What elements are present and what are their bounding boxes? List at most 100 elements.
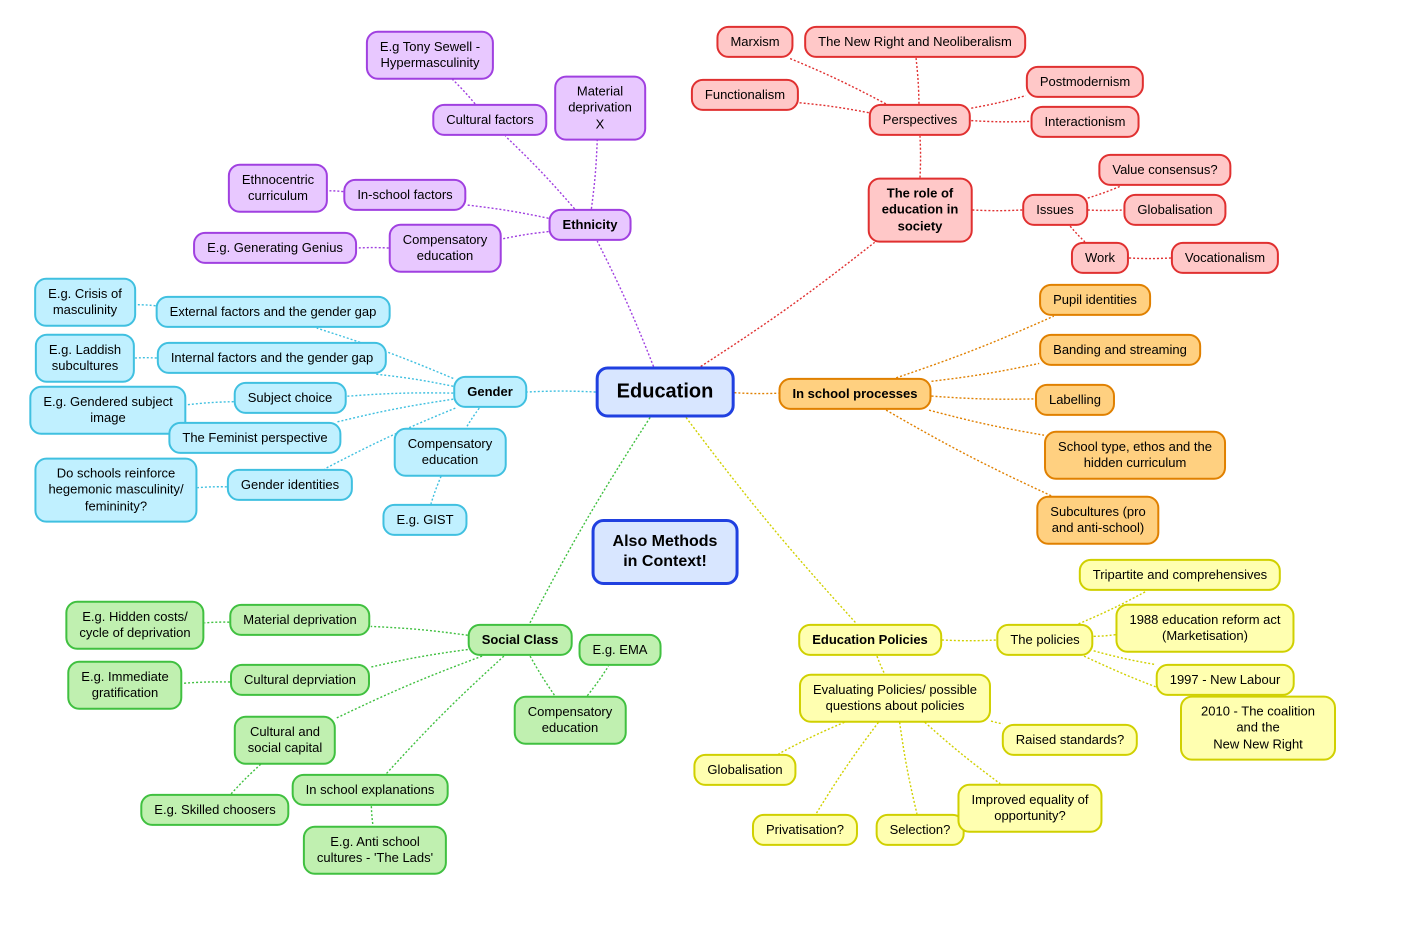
node-tripart: Tripartite and comprehensives [1079, 559, 1281, 591]
node-voc: Vocationalism [1171, 242, 1279, 274]
edge-ethnicity-cultfac [505, 136, 574, 209]
node-matdep: Material deprivation [229, 604, 370, 636]
edge-subjchoice-gendimg [187, 402, 234, 405]
node-valcon: Value consensus? [1098, 154, 1231, 186]
node-gist: E.g. GIST [382, 504, 467, 536]
edge-persp-postmod [971, 96, 1026, 109]
node-gender: Gender [453, 376, 527, 408]
node-priv: Privatisation? [752, 814, 858, 846]
node-eval: Evaluating Policies/ possible questions … [799, 674, 991, 723]
edge-thepol-newlab [1094, 651, 1156, 665]
edge-gender-subjchoice [346, 393, 453, 396]
node-matdepX: Material deprivation X [554, 76, 646, 141]
node-ethos: School type, ethos and the hidden curric… [1044, 431, 1226, 480]
node-comped_c: Compensatory education [394, 428, 507, 477]
edge-persp-func [799, 103, 869, 113]
node-inschfac: In-school factors [343, 179, 466, 211]
edge-matdep-hidden [205, 622, 230, 623]
edge-gendid-heg [198, 487, 227, 488]
node-band: Banding and streaming [1039, 334, 1201, 366]
node-skilled: E.g. Skilled choosers [140, 794, 289, 826]
node-intfac: Internal factors and the gender gap [157, 342, 387, 374]
edge-persp-marx [789, 58, 886, 104]
edge-extfac-crisis [136, 305, 156, 306]
edge-root-gender [527, 391, 596, 392]
node-genius: E.g. Generating Genius [193, 232, 357, 264]
edge-issues-work [1070, 226, 1085, 242]
node-gendid: Gender identities [227, 469, 353, 501]
node-extfac: External factors and the gender gap [156, 296, 391, 328]
edge-cultsoc-skilled [231, 764, 261, 794]
edge-persp-interac [971, 121, 1030, 122]
node-sel: Selection? [876, 814, 965, 846]
edge-role-persp [920, 136, 921, 178]
node-methods: Also Methods in Context! [592, 519, 739, 585]
node-marx: Marxism [716, 26, 793, 58]
node-persp: Perspectives [869, 104, 971, 136]
edge-inexpl-lads [371, 806, 373, 826]
edge-edpol-eval [877, 656, 885, 674]
edge-inschool-subcult [886, 410, 1051, 496]
node-edpol: Education Policies [798, 624, 942, 656]
edge-root-role [701, 242, 875, 366]
edge-social-cultdep [370, 650, 468, 668]
node-interac: Interactionism [1031, 106, 1140, 138]
edge-inschfac-ethno [328, 191, 343, 192]
node-newright: The New Right and Neoliberalism [804, 26, 1026, 58]
edge-eval-raised [991, 721, 1003, 724]
node-ethno: Ethnocentric curriculum [228, 164, 328, 213]
node-raised: Raised standards? [1002, 724, 1138, 756]
node-equal: Improved equality of opportunity? [957, 784, 1102, 833]
node-heg: Do schools reinforce hegemonic masculini… [34, 458, 197, 523]
node-subcult: Subcultures (pro and anti-school) [1036, 496, 1159, 545]
node-immed: E.g. Immediate gratification [67, 661, 182, 710]
node-comped_g: Compensatory education [514, 696, 627, 745]
node-cultsoc: Cultural and social capital [234, 716, 336, 765]
edge-inschool-band [932, 363, 1040, 381]
node-sewell: E.g Tony Sewell - Hypermasculinity [366, 31, 494, 80]
node-hidden: E.g. Hidden costs/ cycle of deprivation [65, 601, 204, 650]
edge-social-matdep [371, 626, 468, 635]
edge-cultdep-immed [183, 682, 230, 683]
node-global: Globalisation [1123, 194, 1226, 226]
edge-inschool-ethos [929, 410, 1044, 435]
node-lads: E.g. Anti school cultures - 'The Lads' [303, 826, 447, 875]
node-newlab: 1997 - New Labour [1156, 664, 1295, 696]
edge-comped_c-gist [431, 476, 441, 504]
node-root: Education [596, 367, 735, 418]
node-ethnicity: Ethnicity [549, 209, 632, 241]
node-act88: 1988 education reform act (Marketisation… [1115, 604, 1294, 653]
edge-root-ethnicity [597, 241, 653, 366]
edge-issues-valcon [1088, 186, 1121, 198]
node-label: Labelling [1035, 384, 1115, 416]
node-pupil: Pupil identities [1039, 284, 1151, 316]
edge-edpol-thepol [942, 640, 997, 641]
edge-role-issues [972, 210, 1022, 211]
node-crisis: E.g. Crisis of masculinity [34, 278, 136, 327]
node-gendimg: E.g. Gendered subject image [29, 386, 186, 435]
edge-eval-priv [816, 722, 878, 814]
node-subjchoice: Subject choice [234, 382, 347, 414]
edge-eval-glob2 [779, 722, 845, 754]
node-cultfac: Cultural factors [432, 104, 547, 136]
edge-thepol-act88 [1094, 635, 1116, 637]
node-laddish: E.g. Laddish subcultures [35, 334, 135, 383]
edge-gender-comped_c [466, 408, 479, 428]
node-social: Social Class [468, 624, 573, 656]
edge-gender-intfac [375, 374, 453, 386]
node-comped_p: Compensatory education [389, 224, 502, 273]
node-coal: 2010 - The coalition and the New New Rig… [1180, 696, 1336, 761]
edge-ethnicity-comped_p [501, 232, 548, 239]
node-cultdep: Cultural deprviation [230, 664, 370, 696]
edge-eval-sel [900, 722, 917, 814]
node-func: Functionalism [691, 79, 799, 111]
node-feminist: The Feminist perspective [168, 422, 341, 454]
node-role: The role of education in society [868, 178, 973, 243]
node-work: Work [1071, 242, 1129, 274]
edge-cultfac-sewell [452, 79, 475, 104]
edge-social-inexpl [386, 656, 504, 774]
edge-ethnicity-matdepX [591, 140, 597, 209]
node-thepol: The policies [996, 624, 1093, 656]
edge-root-inschool [734, 393, 778, 394]
edge-comped_g-ema [587, 666, 608, 696]
